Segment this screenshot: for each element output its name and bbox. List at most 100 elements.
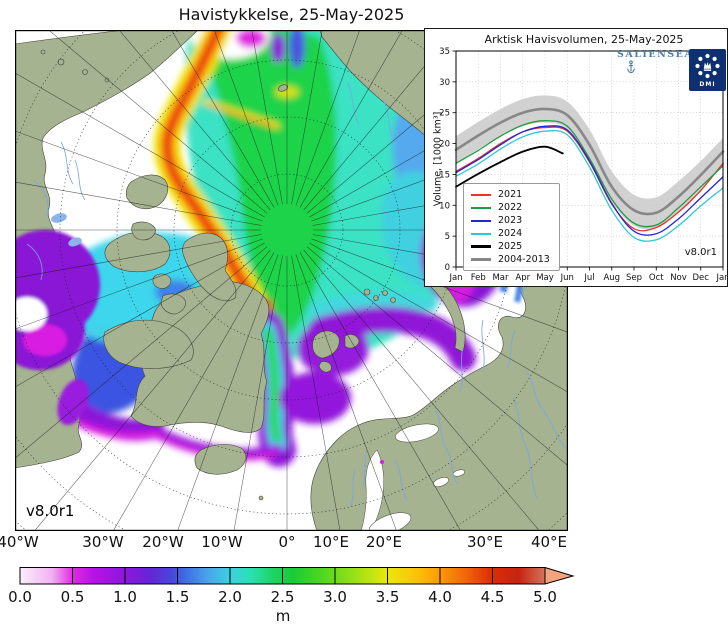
island-bering <box>104 77 110 83</box>
y-tick-label: 15 <box>439 170 450 180</box>
series-2023 <box>455 125 724 236</box>
inset-version-label: v8.0r1 <box>684 247 717 258</box>
x-tick-label: Aug <box>603 273 620 283</box>
longitude-tick-label: 10°E <box>312 533 350 551</box>
colorbar-tick-label: 4.0 <box>428 588 452 606</box>
x-tick-label: Jun <box>560 273 574 283</box>
map-title: Havistykkelse, 25-May-2025 <box>178 5 405 24</box>
x-tick-label: Nov <box>670 273 687 283</box>
y-tick-label: 0 <box>445 263 450 273</box>
x-tick-label: Jul <box>583 273 594 283</box>
island-fjl <box>390 297 396 303</box>
longitude-tick-label: 0° <box>278 533 296 551</box>
x-tick-label: Sep <box>626 273 642 283</box>
legend-swatch <box>471 245 491 248</box>
island-svalbard-ne <box>344 334 360 349</box>
colorbar-tick-label: 0.5 <box>60 588 85 606</box>
colorbar-tick-label: 5.0 <box>533 588 557 606</box>
longitude-tick-label: 30°E <box>466 533 504 551</box>
longitude-tick-label: 40°E <box>530 533 568 551</box>
longitude-tick-label: 20°W <box>142 533 184 551</box>
series-2004-2013 <box>454 107 725 216</box>
colorbar-overflow-arrow <box>544 566 575 585</box>
legend-row: 2022 <box>471 201 550 214</box>
island-bering <box>57 58 65 66</box>
lake-layer <box>51 213 82 247</box>
island-svalbard <box>312 330 340 359</box>
island-svalbard-s <box>318 361 332 373</box>
volume-inset-panel: Arktisk Havisvolumen, 25-May-2025 0 5 10 15… <box>424 28 728 287</box>
island-somerset <box>152 273 172 289</box>
legend-swatch <box>471 232 491 235</box>
legend-row: 2004-2013 <box>471 253 550 266</box>
colorbar-dividers <box>72 567 493 584</box>
longitude-tick-label: 20°E <box>365 533 403 551</box>
colorbar-tick-label: 4.5 <box>480 588 505 606</box>
land-iceland <box>194 444 247 475</box>
y-tick-label: 5 <box>445 232 450 242</box>
longitude-tick-label: 40°W <box>0 533 39 551</box>
legend-swatch <box>471 206 491 209</box>
y-tick-label: 10 <box>439 201 450 211</box>
thickness-colorbar <box>19 566 575 585</box>
salienseas-logo: SALIENSEAS <box>617 49 702 60</box>
ice-speck <box>380 460 384 464</box>
longitude-tick-label: 30°W <box>82 533 124 551</box>
legend-swatch <box>471 193 491 196</box>
legend-label: 2023 <box>498 215 523 226</box>
colorbar-tick-label: 1.5 <box>165 588 190 606</box>
y-tick-label: 35 <box>439 47 450 57</box>
legend-label: 2004-2013 <box>498 254 550 265</box>
colorbar-tick-label: 2.0 <box>218 588 242 606</box>
x-tick-label: Apr <box>515 273 530 283</box>
island-fjl <box>373 295 379 301</box>
island-baffin <box>103 319 194 369</box>
island-bering <box>40 49 46 55</box>
legend-label: 2025 <box>498 241 523 252</box>
island-jan-mayen <box>258 495 264 501</box>
x-tick-label: May <box>536 273 554 283</box>
legend-row: 2023 <box>471 214 550 227</box>
crown-icon <box>703 61 712 69</box>
legend-swatch <box>471 219 491 222</box>
chart-legend: 2021 2022 2023 2024 2025 2004-2013 <box>463 183 560 271</box>
x-tick-label: Feb <box>471 273 486 283</box>
series-2025 <box>455 145 564 188</box>
colorbar-tick-labels: 0.0 0.5 1.0 1.5 2.0 2.5 3.0 3.5 4.0 4.5 5.0 <box>8 588 618 606</box>
colorbar-unit-label: m <box>275 607 291 625</box>
svg-text:DMI: DMI <box>699 81 715 88</box>
colorbar-tick-label: 2.5 <box>270 588 295 606</box>
island-fjl <box>363 288 371 296</box>
map-version-label: v8.0r1 <box>26 502 75 520</box>
y-tick-label: 25 <box>439 109 450 119</box>
dmi-logo: DMI <box>689 49 726 91</box>
x-tick-label: Mar <box>492 273 509 283</box>
legend-row: 2021 <box>471 188 550 201</box>
y-tick-label: 30 <box>439 78 450 88</box>
colorbar-tick-label: 3.0 <box>323 588 347 606</box>
colorbar-tick-label: 1.0 <box>113 588 137 606</box>
inset-chart-title: Arktisk Havisvolumen, 25-May-2025 <box>484 33 684 46</box>
series-2024 <box>455 130 724 242</box>
anchor-icon <box>626 60 636 74</box>
island-wrangel <box>277 84 289 92</box>
island-fjl <box>382 290 388 296</box>
colorbar-tick-label: 0.0 <box>8 588 32 606</box>
legend-label: 2022 <box>498 202 523 213</box>
x-tick-label: Jan <box>448 273 462 283</box>
series-2022 <box>455 120 724 228</box>
y-tick-label: 20 <box>439 140 450 150</box>
x-tick-label: Jan <box>715 273 727 283</box>
river-layer <box>26 81 568 507</box>
legend-swatch <box>471 257 491 262</box>
island-melville <box>131 221 156 241</box>
legend-row: 2024 <box>471 227 550 240</box>
island-banks <box>125 174 169 210</box>
colorbar-tick-label: 3.5 <box>375 588 400 606</box>
legend-label: 2021 <box>498 189 523 200</box>
island-bering <box>82 69 88 75</box>
inset-y-axis-label: Volume, [1000 km³] <box>432 111 444 207</box>
x-tick-label: Oct <box>649 273 664 283</box>
